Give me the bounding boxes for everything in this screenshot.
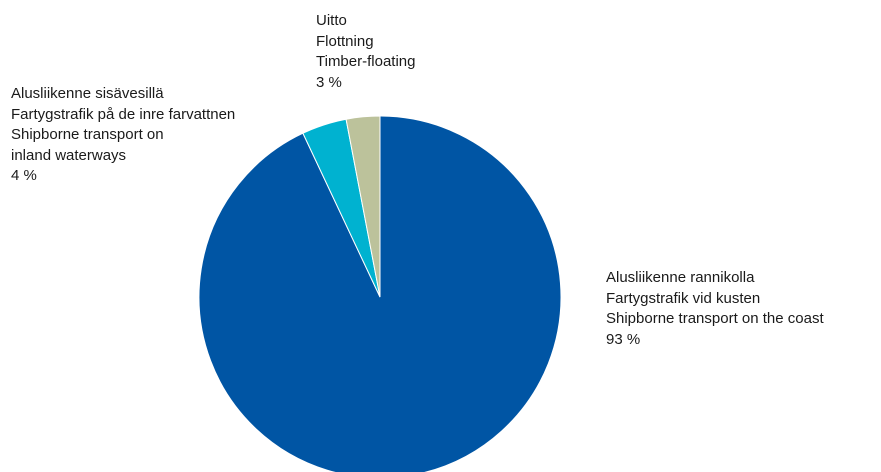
slice-label-coast-line-2: Fartygstrafik vid kusten <box>606 289 761 307</box>
slice-label-inland-line-4: inland waterways <box>11 146 127 164</box>
slice-label-inland-line-1: Alusliikenne sisävesillä <box>11 85 164 102</box>
slice-label-timber-line-1: Uitto <box>316 12 347 29</box>
slice-label-coast-line-1: Alusliikenne rannikolla <box>606 269 755 286</box>
slice-label-timber-line-3: Timber-floating <box>316 53 416 70</box>
pie-slices <box>198 115 562 472</box>
slice-label-coast: Alusliikenne rannikolla Fartygstrafik vi… <box>606 268 824 350</box>
slice-label-inland-line-2: Fartygstrafik på de inre farvattnen <box>11 105 236 123</box>
pie-slice-timber <box>345 115 381 298</box>
slice-label-inland-line-3: Shipborne transport on <box>11 126 164 143</box>
slice-label-timber-value: 3 % <box>316 73 342 91</box>
slice-label-coast-line-3: Shipborne transport on the coast <box>606 310 824 327</box>
pie-slice-coast <box>198 115 562 472</box>
slice-label-coast-value: 93 % <box>606 330 641 348</box>
slice-label-inland: Alusliikenne sisävesillä Fartygstrafik p… <box>11 84 235 187</box>
slice-label-timber: Uitto Flottning Timber-floating 3 % <box>316 11 415 93</box>
slice-label-inland-value: 4 % <box>11 167 37 184</box>
slice-label-timber-line-2: Flottning <box>316 32 374 50</box>
